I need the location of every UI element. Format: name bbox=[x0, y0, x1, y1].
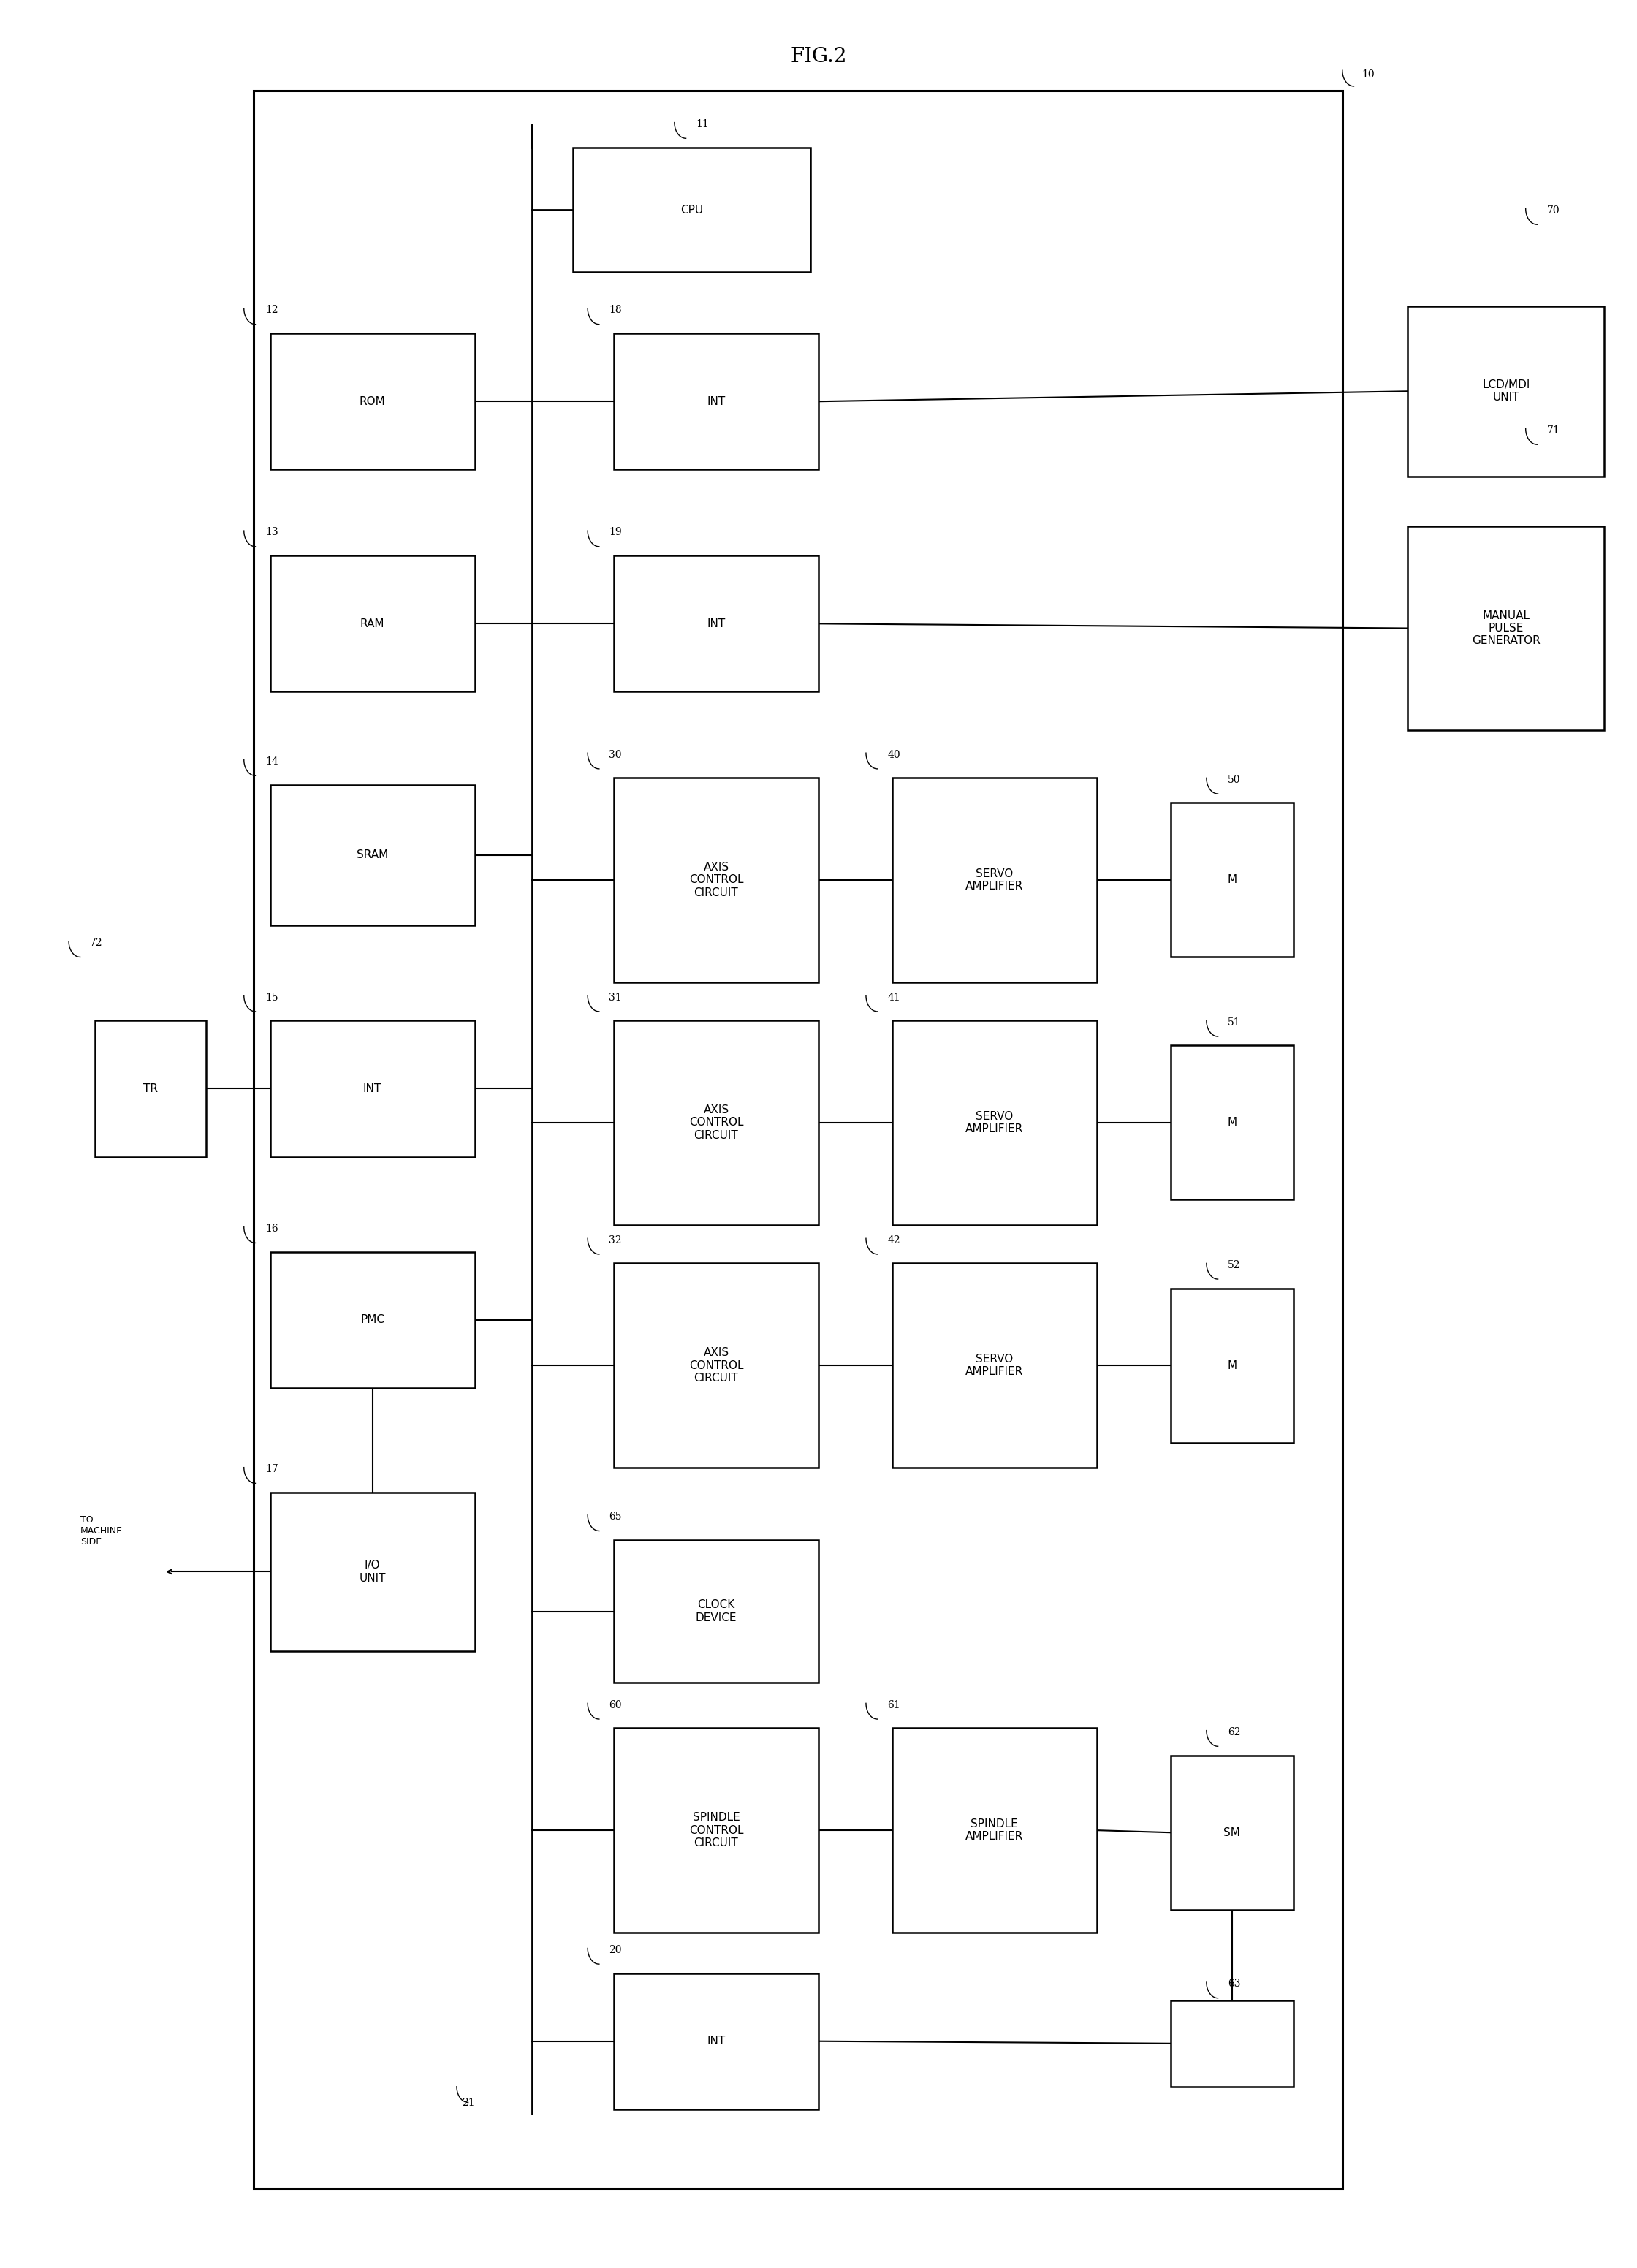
Text: MANUAL
PULSE
GENERATOR: MANUAL PULSE GENERATOR bbox=[1472, 610, 1540, 646]
Bar bbox=[270, 333, 475, 469]
Text: 60: 60 bbox=[609, 1699, 622, 1710]
Text: 62: 62 bbox=[1228, 1726, 1241, 1737]
Text: 50: 50 bbox=[1228, 773, 1241, 785]
Bar bbox=[1170, 803, 1293, 957]
Text: 21: 21 bbox=[462, 2098, 475, 2109]
Bar bbox=[573, 147, 810, 272]
Text: 18: 18 bbox=[609, 304, 622, 315]
Bar bbox=[270, 1252, 475, 1388]
Text: 32: 32 bbox=[609, 1234, 622, 1245]
Bar bbox=[270, 785, 475, 925]
Bar bbox=[270, 1021, 475, 1157]
Text: 11: 11 bbox=[696, 118, 709, 129]
Text: 70: 70 bbox=[1547, 204, 1560, 215]
Text: RAM: RAM bbox=[360, 619, 385, 628]
Text: 40: 40 bbox=[887, 748, 900, 760]
Bar bbox=[614, 556, 818, 692]
Text: 42: 42 bbox=[887, 1234, 900, 1245]
Text: 31: 31 bbox=[609, 991, 622, 1002]
Text: 65: 65 bbox=[609, 1510, 622, 1522]
Text: SM: SM bbox=[1223, 1828, 1241, 1837]
Bar bbox=[892, 1263, 1097, 1467]
Text: 20: 20 bbox=[609, 1944, 622, 1955]
Text: INT: INT bbox=[363, 1084, 381, 1093]
Bar bbox=[892, 778, 1097, 982]
Bar bbox=[270, 1492, 475, 1651]
Text: AXIS
CONTROL
CIRCUIT: AXIS CONTROL CIRCUIT bbox=[689, 1105, 743, 1141]
Text: SERVO
AMPLIFIER: SERVO AMPLIFIER bbox=[966, 869, 1023, 891]
Text: M: M bbox=[1228, 1118, 1236, 1127]
Text: 19: 19 bbox=[609, 526, 622, 538]
Text: PMC: PMC bbox=[360, 1315, 385, 1325]
Text: TO
MACHINE
SIDE: TO MACHINE SIDE bbox=[80, 1515, 123, 1547]
Text: SPINDLE
CONTROL
CIRCUIT: SPINDLE CONTROL CIRCUIT bbox=[689, 1812, 743, 1848]
Text: INT: INT bbox=[707, 2037, 725, 2046]
Bar bbox=[614, 1263, 818, 1467]
Text: CPU: CPU bbox=[681, 204, 702, 215]
Text: 61: 61 bbox=[887, 1699, 900, 1710]
Text: 16: 16 bbox=[265, 1222, 278, 1234]
Text: 63: 63 bbox=[1228, 1978, 1241, 1989]
Text: AXIS
CONTROL
CIRCUIT: AXIS CONTROL CIRCUIT bbox=[689, 862, 743, 898]
Text: AXIS
CONTROL
CIRCUIT: AXIS CONTROL CIRCUIT bbox=[689, 1347, 743, 1383]
Text: CLOCK
DEVICE: CLOCK DEVICE bbox=[696, 1599, 737, 1624]
Text: M: M bbox=[1228, 875, 1236, 885]
Text: M: M bbox=[1228, 1361, 1236, 1370]
Text: TR: TR bbox=[144, 1084, 157, 1093]
Bar bbox=[1408, 526, 1604, 730]
Bar bbox=[1170, 1755, 1293, 1910]
Bar bbox=[1408, 306, 1604, 476]
Text: 10: 10 bbox=[1362, 68, 1375, 79]
Text: 52: 52 bbox=[1228, 1259, 1241, 1270]
Text: 13: 13 bbox=[265, 526, 278, 538]
Text: 71: 71 bbox=[1547, 424, 1560, 435]
Text: FIG.2: FIG.2 bbox=[791, 48, 846, 66]
Text: I/O
UNIT: I/O UNIT bbox=[359, 1560, 386, 1583]
Text: INT: INT bbox=[707, 619, 725, 628]
Bar bbox=[1170, 2000, 1293, 2087]
Text: 30: 30 bbox=[609, 748, 622, 760]
Text: SERVO
AMPLIFIER: SERVO AMPLIFIER bbox=[966, 1354, 1023, 1377]
Bar bbox=[614, 1021, 818, 1225]
Text: INT: INT bbox=[707, 397, 725, 406]
Bar bbox=[614, 1973, 818, 2109]
Text: SERVO
AMPLIFIER: SERVO AMPLIFIER bbox=[966, 1111, 1023, 1134]
Bar bbox=[254, 91, 1342, 2189]
Bar bbox=[614, 1540, 818, 1683]
Text: 12: 12 bbox=[265, 304, 278, 315]
Text: 51: 51 bbox=[1228, 1016, 1241, 1027]
Bar bbox=[614, 1728, 818, 1932]
Text: ROM: ROM bbox=[360, 397, 385, 406]
Text: 15: 15 bbox=[265, 991, 278, 1002]
Bar bbox=[614, 333, 818, 469]
Text: 41: 41 bbox=[887, 991, 900, 1002]
Bar bbox=[892, 1021, 1097, 1225]
Bar bbox=[1170, 1046, 1293, 1200]
Text: LCD/MDI
UNIT: LCD/MDI UNIT bbox=[1481, 379, 1531, 404]
Bar bbox=[892, 1728, 1097, 1932]
Text: SPINDLE
AMPLIFIER: SPINDLE AMPLIFIER bbox=[966, 1819, 1023, 1842]
Text: 14: 14 bbox=[265, 755, 278, 767]
Bar bbox=[1170, 1288, 1293, 1442]
Bar bbox=[614, 778, 818, 982]
Bar bbox=[95, 1021, 206, 1157]
Bar bbox=[270, 556, 475, 692]
Text: 17: 17 bbox=[265, 1463, 278, 1474]
Text: 72: 72 bbox=[90, 937, 103, 948]
Text: SRAM: SRAM bbox=[357, 850, 388, 860]
